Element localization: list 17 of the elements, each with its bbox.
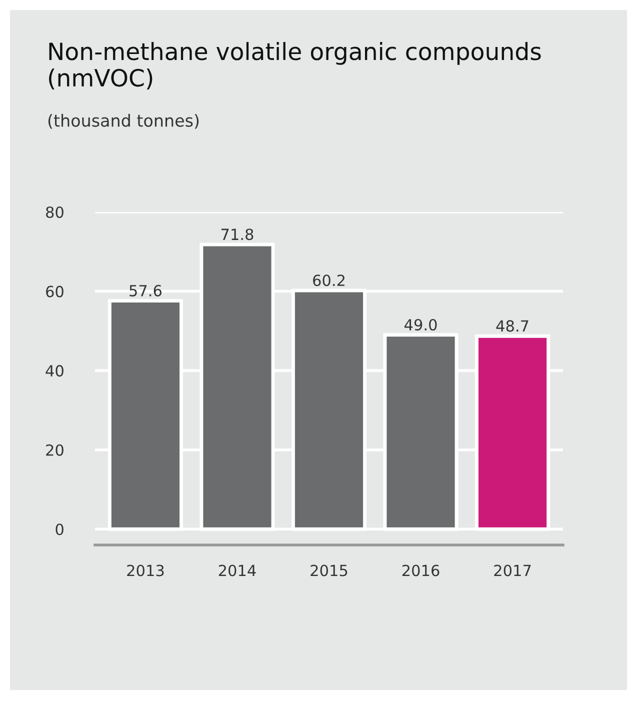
y-tick-label: 20 [46,444,64,456]
data-label: 57.6 [130,284,162,296]
chart-title: Non-methane volatile organic compounds (nmVOC) [49,42,541,90]
data-label: 60.2 [313,274,344,286]
y-tick-label: 80 [46,206,64,218]
x-tick-label: 2016 [402,564,440,576]
x-tick-label: 2015 [310,564,348,576]
y-tick-label: 0 [56,524,64,536]
data-label: 49.0 [404,318,437,331]
x-tick-label: 2017 [494,564,531,576]
y-tick-label: 60 [46,286,64,298]
y-tick-label: 40 [46,365,64,377]
chart-subtitle: (thousand tonnes) [48,114,199,129]
x-tick-label: 2014 [218,564,256,576]
x-tick-label: 2013 [127,564,164,576]
data-label: 71.8 [221,228,254,240]
data-label: 48.7 [496,320,528,332]
